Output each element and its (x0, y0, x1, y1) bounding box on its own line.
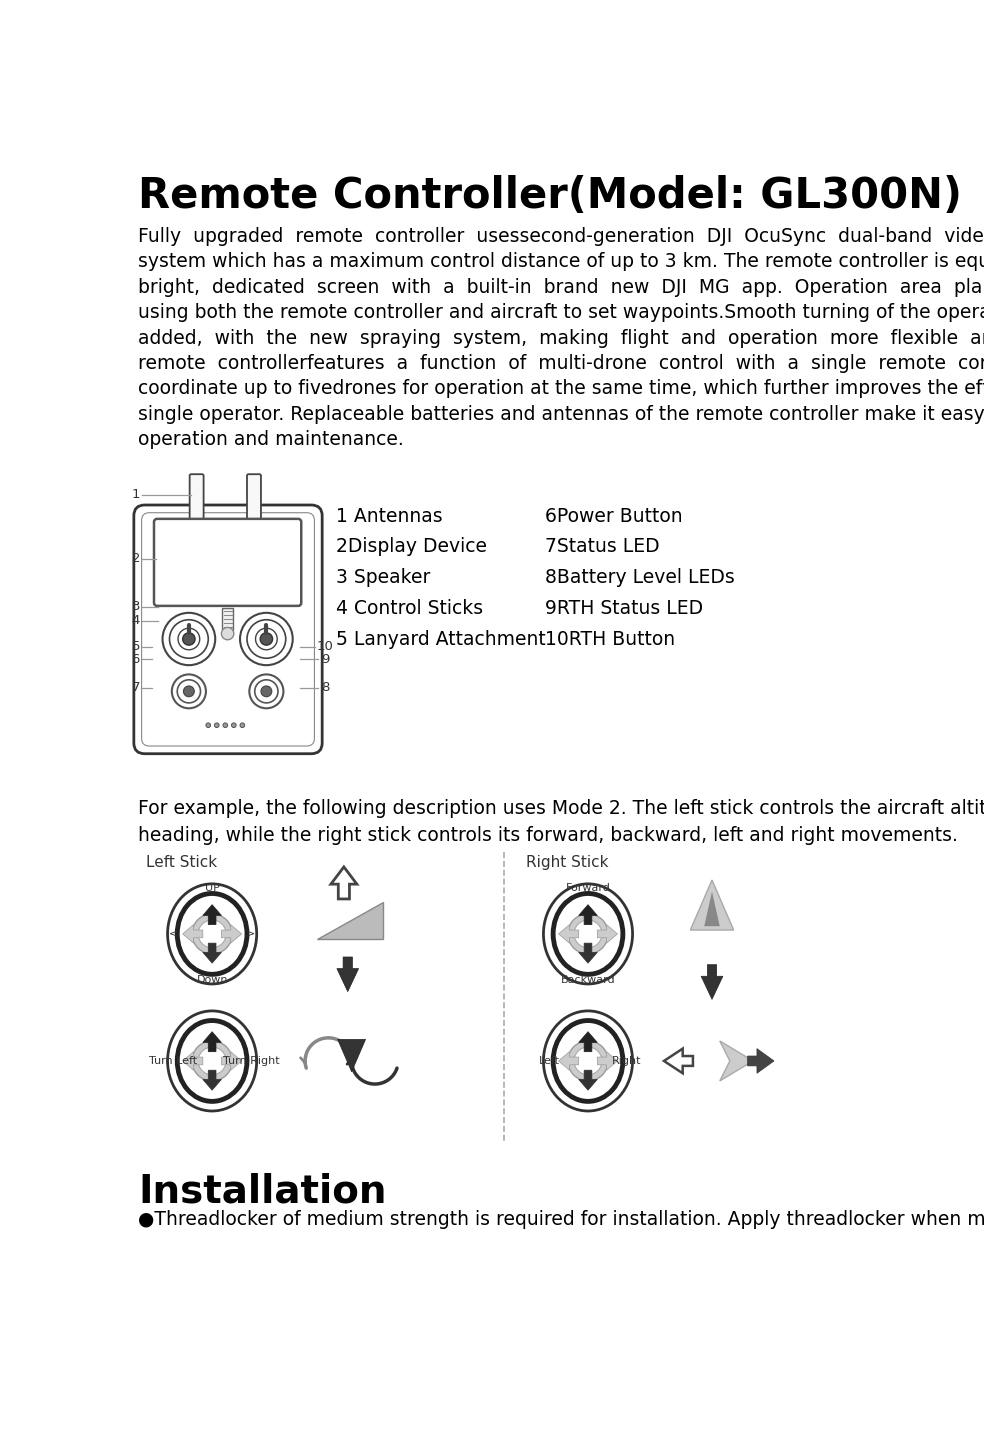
Polygon shape (183, 925, 203, 944)
Polygon shape (559, 1051, 579, 1070)
Text: operation and maintenance.: operation and maintenance. (139, 430, 404, 449)
Text: 6Power Button: 6Power Button (545, 506, 683, 526)
Text: 1: 1 (132, 489, 140, 502)
Circle shape (231, 724, 236, 728)
Text: 5: 5 (132, 641, 140, 654)
Text: single operator. Replaceable batteries and antennas of the remote controller mak: single operator. Replaceable batteries a… (139, 405, 984, 423)
Text: 10: 10 (317, 641, 334, 654)
Polygon shape (705, 891, 719, 927)
Text: Right Stick: Right Stick (526, 855, 608, 871)
Polygon shape (597, 925, 617, 944)
Text: 2: 2 (132, 552, 140, 565)
Circle shape (568, 1041, 608, 1081)
Polygon shape (203, 944, 221, 964)
Text: 9: 9 (321, 652, 329, 665)
FancyBboxPatch shape (154, 519, 301, 606)
Text: 8: 8 (321, 681, 329, 694)
Polygon shape (337, 957, 358, 991)
Circle shape (260, 633, 273, 645)
Text: Installation: Installation (139, 1173, 387, 1211)
Text: using both the remote controller and aircraft to set waypoints.Smooth turning of: using both the remote controller and air… (139, 303, 984, 322)
Text: >: > (246, 930, 256, 940)
Polygon shape (748, 1048, 774, 1074)
Polygon shape (317, 901, 383, 938)
Circle shape (198, 919, 226, 948)
Polygon shape (183, 1051, 203, 1070)
Circle shape (223, 724, 227, 728)
Circle shape (240, 724, 245, 728)
Text: Forward: Forward (566, 882, 610, 892)
Text: Backward: Backward (561, 975, 615, 985)
Text: system which has a maximum control distance of up to 3 km. The remote controller: system which has a maximum control dista… (139, 253, 984, 272)
Text: heading, while the right stick controls its forward, backward, left and right mo: heading, while the right stick controls … (139, 827, 958, 845)
Text: Fully  upgraded  remote  controller  usessecond-generation  DJI  OcuSync  dual-b: Fully upgraded remote controller usessec… (139, 227, 984, 246)
Circle shape (198, 1047, 226, 1075)
Text: For example, the following description uses Mode 2. The left stick controls the : For example, the following description u… (139, 799, 984, 818)
Text: 1 Antennas: 1 Antennas (337, 506, 443, 526)
Polygon shape (664, 1048, 693, 1074)
Polygon shape (203, 1031, 221, 1051)
Circle shape (192, 1041, 232, 1081)
Text: Left Stick: Left Stick (147, 855, 217, 871)
Text: Right: Right (612, 1055, 642, 1065)
Text: 3: 3 (132, 601, 140, 613)
Text: 9RTH Status LED: 9RTH Status LED (545, 599, 704, 618)
Polygon shape (221, 1051, 242, 1070)
FancyBboxPatch shape (247, 475, 261, 529)
FancyBboxPatch shape (190, 475, 204, 529)
Polygon shape (331, 867, 357, 899)
Text: 5 Lanyard Attachment: 5 Lanyard Attachment (337, 629, 546, 649)
Bar (222, 608, 233, 629)
Text: ●Threadlocker of medium strength is required for installation. Apply threadlocke: ●Threadlocker of medium strength is requ… (139, 1210, 984, 1228)
Polygon shape (579, 1070, 597, 1090)
Polygon shape (719, 1041, 753, 1081)
Text: Down: Down (197, 975, 228, 985)
Text: 2Display Device: 2Display Device (337, 538, 487, 556)
Circle shape (192, 914, 232, 954)
Polygon shape (203, 1070, 221, 1090)
Polygon shape (221, 925, 242, 944)
Text: Left: Left (539, 1055, 560, 1065)
Circle shape (221, 628, 234, 639)
Text: 7Status LED: 7Status LED (545, 538, 660, 556)
Text: 8Battery Level LEDs: 8Battery Level LEDs (545, 568, 735, 588)
Polygon shape (597, 1051, 617, 1070)
Polygon shape (702, 965, 723, 1000)
Text: remote  controllerfeatures  a  function  of  multi-drone  control  with  a  sing: remote controllerfeatures a function of … (139, 355, 984, 373)
Text: Turn Left: Turn Left (150, 1055, 198, 1065)
Polygon shape (338, 1040, 366, 1071)
Circle shape (206, 724, 211, 728)
Text: coordinate up to fivedrones for operation at the same time, which further improv: coordinate up to fivedrones for operatio… (139, 379, 984, 399)
Text: 4: 4 (132, 613, 140, 626)
Text: 6: 6 (132, 652, 140, 665)
Polygon shape (579, 905, 597, 925)
Polygon shape (579, 1031, 597, 1051)
Polygon shape (579, 944, 597, 964)
Polygon shape (691, 879, 734, 930)
Polygon shape (559, 925, 579, 944)
Text: 4 Control Sticks: 4 Control Sticks (337, 599, 483, 618)
Circle shape (215, 724, 219, 728)
Circle shape (183, 633, 195, 645)
Text: <: < (168, 930, 178, 940)
Circle shape (568, 914, 608, 954)
Text: Turn Right: Turn Right (222, 1055, 279, 1065)
Text: 7: 7 (132, 681, 140, 694)
Text: Remote Controller(Model: GL300N): Remote Controller(Model: GL300N) (139, 176, 962, 217)
Text: UP: UP (205, 882, 219, 892)
Text: 10RTH Button: 10RTH Button (545, 629, 675, 649)
Circle shape (261, 686, 272, 696)
Circle shape (574, 1047, 602, 1075)
Circle shape (183, 686, 194, 696)
Text: added,  with  the  new  spraying  system,  making  flight  and  operation  more : added, with the new spraying system, mak… (139, 329, 984, 347)
Text: bright,  dedicated  screen  with  a  built-in  brand  new  DJI  MG  app.  Operat: bright, dedicated screen with a built-in… (139, 277, 984, 297)
FancyBboxPatch shape (134, 505, 322, 754)
Circle shape (574, 919, 602, 948)
Polygon shape (203, 905, 221, 925)
Text: 3 Speaker: 3 Speaker (337, 568, 431, 588)
